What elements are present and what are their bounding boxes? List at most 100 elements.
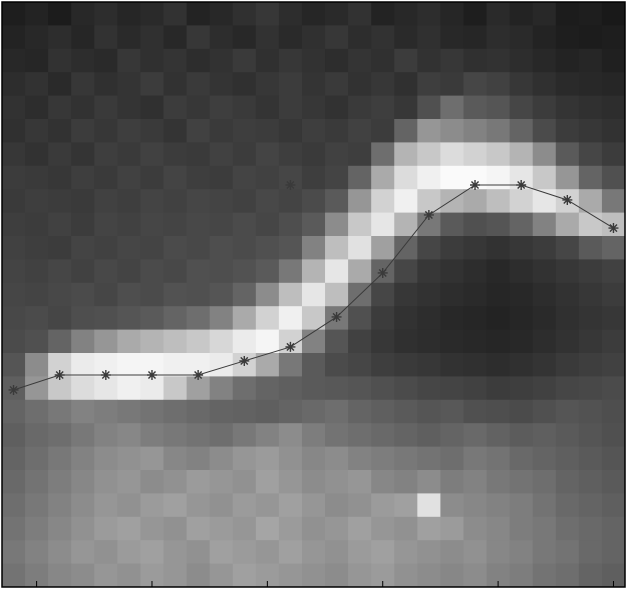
image-cell xyxy=(302,493,326,517)
image-cell xyxy=(325,236,349,260)
image-cell xyxy=(348,306,372,330)
image-cell xyxy=(164,259,188,283)
image-cell xyxy=(2,306,26,330)
image-cell xyxy=(510,142,534,166)
image-cell xyxy=(210,306,234,330)
image-cell xyxy=(440,283,464,307)
image-cell xyxy=(233,25,257,49)
image-cell xyxy=(48,400,72,424)
image-cell xyxy=(602,72,626,96)
image-cell xyxy=(187,49,211,73)
image-cell xyxy=(164,564,188,588)
image-cell xyxy=(233,447,257,471)
image-cell xyxy=(325,330,349,354)
image-cell xyxy=(233,283,257,307)
image-cell xyxy=(279,49,303,73)
image-cell xyxy=(233,213,257,237)
image-cell xyxy=(325,376,349,400)
image-cell xyxy=(279,400,303,424)
image-cell xyxy=(279,189,303,213)
image-cell xyxy=(579,447,603,471)
image-cell xyxy=(279,259,303,283)
image-cell xyxy=(256,493,280,517)
image-cell xyxy=(187,166,211,190)
image-cell xyxy=(417,564,441,588)
star-marker xyxy=(608,223,618,233)
image-cell xyxy=(440,142,464,166)
image-cell xyxy=(256,119,280,143)
image-cell xyxy=(579,517,603,541)
image-cell xyxy=(256,517,280,541)
image-cell xyxy=(371,423,395,447)
image-cell xyxy=(117,142,141,166)
image-cell xyxy=(533,166,557,190)
image-cell xyxy=(187,119,211,143)
image-cell xyxy=(325,540,349,564)
image-cell xyxy=(394,189,418,213)
image-cell xyxy=(140,236,164,260)
image-cell xyxy=(394,330,418,354)
image-cell xyxy=(463,306,487,330)
image-cell xyxy=(325,400,349,424)
image-cell xyxy=(25,306,49,330)
image-cell xyxy=(533,306,557,330)
image-cell xyxy=(48,2,72,26)
image-cell xyxy=(348,353,372,377)
image-cell xyxy=(187,72,211,96)
image-cell xyxy=(556,447,580,471)
image-cell xyxy=(348,96,372,120)
image-cell xyxy=(187,283,211,307)
image-cell xyxy=(279,540,303,564)
image-cell xyxy=(394,49,418,73)
image-cell xyxy=(602,96,626,120)
image-cell xyxy=(140,72,164,96)
image-cell xyxy=(394,564,418,588)
image-cell xyxy=(602,517,626,541)
image-cell xyxy=(602,493,626,517)
image-cell xyxy=(48,166,72,190)
image-cell xyxy=(2,96,26,120)
image-cell xyxy=(510,470,534,494)
image-cell xyxy=(556,400,580,424)
image-cell xyxy=(94,119,118,143)
image-cell xyxy=(440,213,464,237)
image-cell xyxy=(463,259,487,283)
image-cell xyxy=(2,540,26,564)
image-cell xyxy=(164,353,188,377)
image-cell xyxy=(2,353,26,377)
image-cell xyxy=(417,376,441,400)
image-cell xyxy=(140,142,164,166)
image-cell xyxy=(371,72,395,96)
image-cell xyxy=(348,189,372,213)
image-cell xyxy=(256,259,280,283)
image-cell xyxy=(256,189,280,213)
image-cell xyxy=(325,49,349,73)
image-cell xyxy=(348,493,372,517)
image-cell xyxy=(25,49,49,73)
image-cell xyxy=(440,259,464,283)
image-cell xyxy=(579,25,603,49)
image-cell xyxy=(279,470,303,494)
image-cell xyxy=(394,25,418,49)
image-cell xyxy=(164,376,188,400)
image-cell xyxy=(71,376,95,400)
image-cell xyxy=(71,564,95,588)
image-cell xyxy=(302,283,326,307)
image-cell xyxy=(394,119,418,143)
image-cell xyxy=(164,517,188,541)
image-cell xyxy=(140,447,164,471)
image-cell xyxy=(394,2,418,26)
image-cell xyxy=(2,189,26,213)
image-cell xyxy=(579,493,603,517)
image-cell xyxy=(556,49,580,73)
image-cell xyxy=(25,236,49,260)
image-cell xyxy=(510,49,534,73)
image-cell xyxy=(94,517,118,541)
image-cell xyxy=(117,213,141,237)
image-cell xyxy=(140,25,164,49)
image-cell xyxy=(533,142,557,166)
image-cell xyxy=(71,189,95,213)
image-cell xyxy=(233,376,257,400)
image-cell xyxy=(579,236,603,260)
image-cell xyxy=(417,400,441,424)
